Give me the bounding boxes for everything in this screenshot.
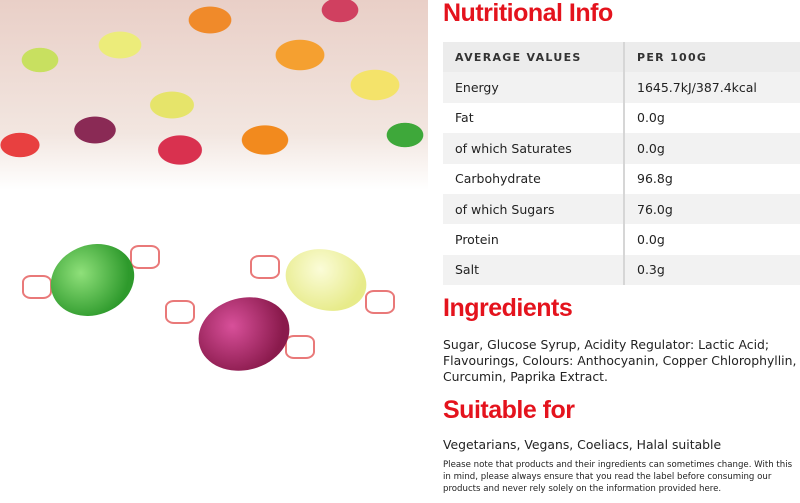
nutrient-value: 0.3g bbox=[624, 254, 800, 286]
product-photo bbox=[0, 0, 428, 381]
nutrient-name: Fat bbox=[443, 102, 625, 134]
ingredients-text: Sugar, Glucose Syrup, Acidity Regulator:… bbox=[443, 337, 797, 384]
nutrient-name: of which Saturates bbox=[443, 133, 625, 164]
nutrient-value: 76.0g bbox=[624, 193, 800, 225]
yellow-sweet bbox=[278, 240, 374, 320]
nutrient-name: Energy bbox=[443, 72, 625, 103]
column-header: AVERAGE VALUES bbox=[443, 42, 625, 73]
nutrient-value: 96.8g bbox=[637, 171, 673, 187]
nutrient-value: 1645.7kJ/387.4kcal bbox=[624, 72, 800, 103]
nutrient-name: Carbohydrate bbox=[443, 163, 625, 194]
wrapper-twist bbox=[165, 300, 195, 324]
wrapper-twist bbox=[130, 245, 160, 269]
table-row: of which Sugars 76.0g bbox=[443, 193, 800, 225]
wrapper-twist bbox=[250, 255, 280, 279]
nutrient-value: 0.0g bbox=[637, 110, 665, 126]
column-header: PER 100G bbox=[624, 42, 800, 73]
green-sweet bbox=[40, 232, 145, 328]
suitable-heading: Suitable for bbox=[443, 396, 575, 424]
table-row: of which Saturates 0.0g bbox=[443, 133, 800, 164]
table-row: Salt 0.3g bbox=[443, 254, 800, 286]
wrapper-twist bbox=[285, 335, 315, 359]
table-row: Protein 0.0g bbox=[443, 224, 800, 255]
disclaimer-note: Please note that products and their ingr… bbox=[443, 460, 793, 494]
ingredients-heading: Ingredients bbox=[443, 294, 573, 322]
table-row: Fat 0.0g bbox=[443, 102, 800, 134]
nutrient-value: 0.0g bbox=[637, 232, 665, 248]
nutrition-table: AVERAGE VALUES PER 100G Energy 1645.7kJ/38… bbox=[443, 42, 800, 286]
wrapper-twist bbox=[22, 275, 52, 299]
nutrition-heading: Nutritional Info bbox=[443, 0, 613, 27]
nutrient-name: Protein bbox=[443, 224, 625, 255]
wrapper-twist bbox=[365, 290, 395, 314]
nutrient-name: of which Sugars bbox=[443, 193, 625, 225]
purple-sweet bbox=[190, 287, 298, 381]
table-header: AVERAGE VALUES PER 100G bbox=[443, 42, 800, 73]
sweets-pile-image bbox=[0, 0, 428, 190]
table-row: Energy 1645.7kJ/387.4kcal bbox=[443, 72, 800, 103]
suitable-text: Vegetarians, Vegans, Coeliacs, Halal sui… bbox=[443, 437, 722, 452]
nutrient-name: Salt bbox=[443, 254, 625, 286]
table-row: Carbohydrate 96.8g bbox=[443, 163, 800, 194]
nutrient-value: 0.0g bbox=[624, 133, 800, 164]
